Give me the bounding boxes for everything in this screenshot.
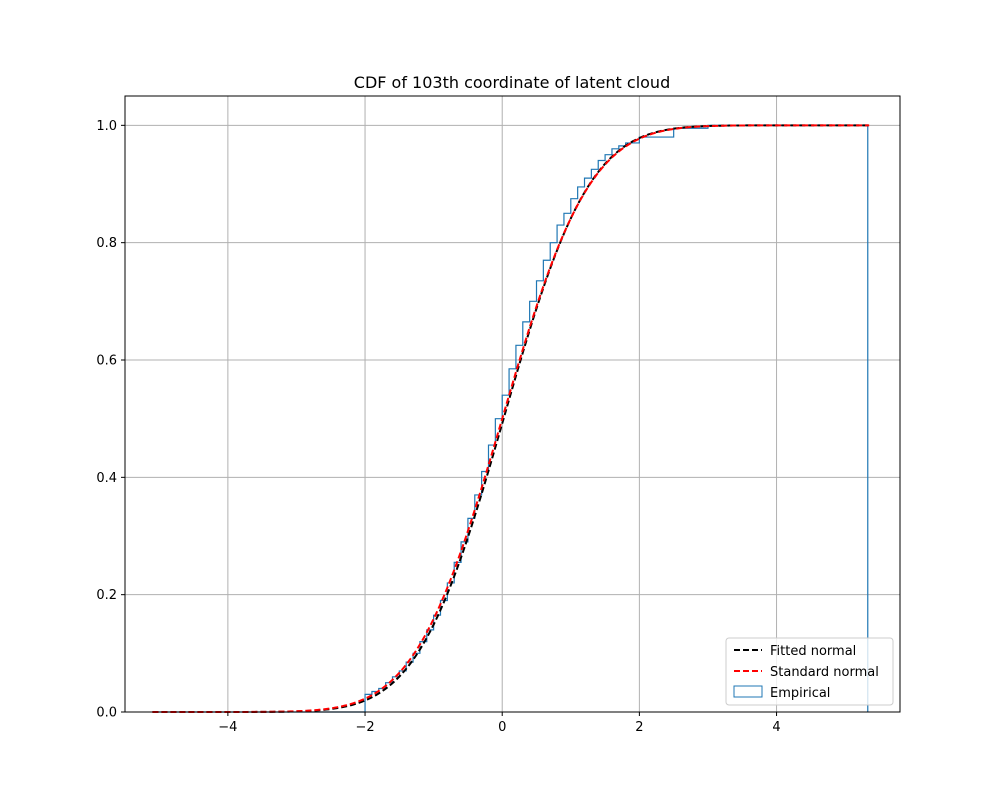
x-tick-label: 0 [498,720,506,735]
y-tick-label: 1.0 [96,119,117,134]
y-tick-label: 0.4 [96,471,117,486]
legend-fitted-label: Fitted normal [770,644,856,659]
tick-layer: −4 −2 0 2 4 0.0 0.2 0.4 0.6 0.8 1.0 [96,119,780,735]
x-tick-label: −4 [218,720,237,735]
y-tick-label: 0.2 [96,588,117,603]
legend-empirical-label: Empirical [770,686,830,701]
legend-empirical-swatch [733,685,763,698]
x-tick-label: 4 [772,720,780,735]
x-tick-label: −2 [355,720,374,735]
x-tick-label: 2 [635,720,643,735]
y-tick-label: 0.6 [96,354,117,369]
legend-standard-label: Standard normal [770,665,879,680]
plot-frame [124,95,901,713]
chart-title: CDF of 103th coordinate of latent cloud [354,73,670,92]
y-tick-label: 0.0 [96,706,117,721]
y-tick-label: 0.8 [96,236,117,251]
legend-box [725,637,894,706]
legend: Fitted normal Standard normal Empirical [725,637,894,706]
